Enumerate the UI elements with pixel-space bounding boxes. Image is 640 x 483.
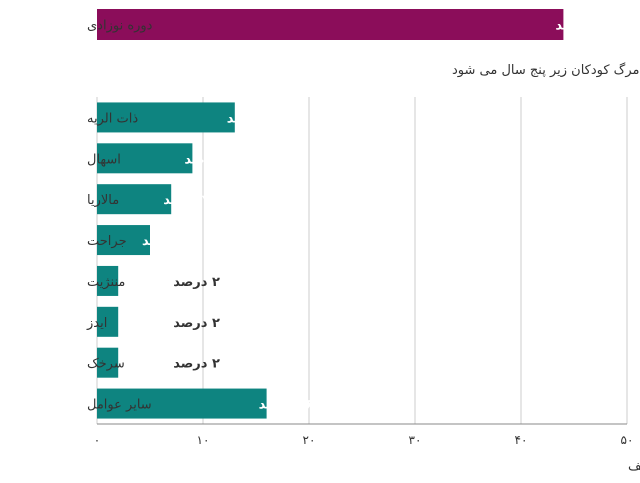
- bar: [97, 306, 119, 337]
- neonatal-value-label: ۴۴ درصد: [555, 19, 610, 34]
- source-note: منبع: یونیسف: [628, 459, 640, 474]
- category-label: سرخک: [87, 357, 125, 372]
- neonatal-chart: دوره نوزادی ۴۴ درصد: [87, 9, 610, 40]
- category-label: سایر عوامل: [87, 398, 152, 413]
- neonatal-category-label: دوره نوزادی: [87, 19, 153, 34]
- category-label: مالاریا: [87, 193, 119, 208]
- value-label: ۷ درصد: [163, 193, 210, 208]
- value-label: ۱۶ درصد: [259, 398, 314, 413]
- value-label: ۲ درصد: [173, 275, 220, 290]
- category-label: جراحت: [87, 234, 127, 249]
- x-tick-label: ۰: [94, 433, 100, 447]
- x-tick-label: ۲۰: [303, 433, 316, 447]
- x-tick-label: ۴۰: [515, 433, 528, 447]
- bar: [97, 347, 119, 378]
- value-label: ۹ درصد: [184, 152, 231, 167]
- category-label: ایدز: [86, 316, 107, 331]
- value-label: ۱۳ درصد: [227, 111, 282, 126]
- bar: [97, 143, 193, 174]
- bar: [97, 265, 119, 296]
- bar: [97, 225, 150, 256]
- x-tick-label: ۵۰: [621, 433, 634, 447]
- x-tick-label: ۳۰: [409, 433, 422, 447]
- bar: [97, 102, 235, 133]
- causes-chart: ۰ ۱۰ ۲۰ ۳۰ ۴۰ ۵۰ ذات الریه ۱۳ درصد اسهال ۹ درصد ما…: [86, 97, 633, 447]
- x-tick-label: ۱۰: [197, 433, 210, 447]
- neonatal-bar: [97, 9, 564, 40]
- value-label: ۲ درصد: [173, 316, 220, 331]
- bar: [97, 388, 267, 419]
- category-label: مننژیت: [87, 275, 125, 290]
- bar: [97, 184, 172, 215]
- value-label: ۵ درصد: [142, 234, 189, 249]
- value-label: ۲ درصد: [173, 357, 220, 372]
- category-label: اسهال: [87, 152, 121, 167]
- category-label: ذات الریه: [87, 111, 138, 126]
